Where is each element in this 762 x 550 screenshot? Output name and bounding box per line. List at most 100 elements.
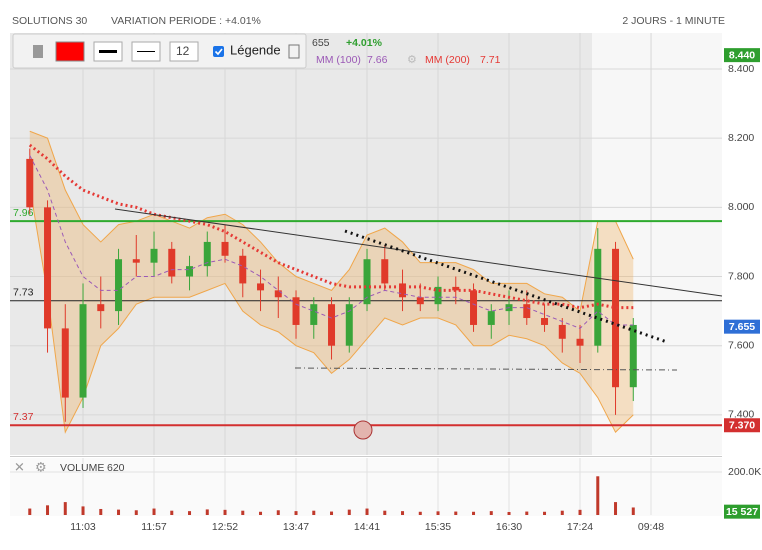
dash-dot-line [294, 367, 678, 371]
candle-body [629, 324, 637, 388]
moving-average [29, 155, 634, 329]
volume-title: VOLUME [60, 462, 104, 474]
volume-bar [63, 502, 67, 515]
y-tick-label: 8.400 [728, 63, 754, 75]
trash-icon[interactable] [33, 45, 43, 58]
volume-bar [99, 508, 103, 515]
volume-bar [578, 509, 582, 515]
volume-bar [170, 510, 174, 515]
candle-body [381, 259, 389, 284]
close-icon[interactable]: ✕ [14, 459, 25, 474]
session-bg [10, 33, 592, 455]
copy-icon[interactable] [288, 44, 300, 59]
trend-line-dotted [344, 229, 668, 344]
volume-bar [330, 511, 334, 515]
candle-body [186, 266, 194, 277]
volume-bar [312, 510, 316, 515]
candle-body [594, 248, 602, 346]
candle-body [541, 318, 549, 325]
plot: 7.96 7.73 7.37 [10, 130, 722, 434]
volume-bar [134, 510, 138, 515]
volume-last: 620 [107, 462, 125, 474]
candle-body [97, 304, 105, 312]
y-tick-label: 7.400 [728, 409, 754, 421]
volume-bar [418, 511, 422, 515]
legend-price: 655 [312, 37, 330, 49]
moving-average [28, 143, 634, 310]
x-tick-label: 11:57 [141, 521, 167, 533]
y-tick-label: 7.600 [728, 339, 754, 351]
y-tick-label: 8.000 [728, 201, 754, 213]
volume-bar [241, 510, 245, 515]
price-tag [724, 418, 760, 433]
price-tag-label: 15 527 [726, 506, 758, 518]
volume-bar [383, 510, 387, 515]
candle-body [558, 324, 566, 339]
x-tick-label: 17:24 [567, 521, 593, 533]
trend-line [114, 208, 723, 297]
volume-bar [543, 511, 547, 515]
volume-bar [46, 505, 50, 515]
x-tick-label: 14:41 [354, 521, 380, 533]
x-tick-label: 13:47 [283, 521, 309, 533]
x-tick-label: 16:30 [496, 521, 522, 533]
candle-body [115, 259, 123, 312]
variation: VARIATION PERIODE : +4.01% [111, 15, 261, 27]
candle-body [345, 304, 353, 346]
price-tag [724, 48, 760, 63]
settings-icon[interactable]: ⚙ [35, 459, 47, 474]
candle-body [44, 207, 52, 329]
volume-bar [152, 508, 156, 515]
y-tick-label: 8.200 [728, 132, 754, 144]
x-tick-label: 15:35 [425, 521, 451, 533]
volume-bg [10, 458, 722, 516]
candle-body [399, 283, 407, 298]
period: 2 JOURS - 1 MINUTE [622, 15, 725, 27]
volume-bar [472, 511, 476, 515]
candle-body [292, 297, 300, 325]
volume-bar [614, 502, 618, 515]
level-label: 7.37 [13, 411, 34, 423]
price-tag [724, 319, 760, 334]
legend-value: 7.66 [367, 54, 388, 66]
legend-label: Légende [230, 42, 281, 57]
volume-bar [188, 511, 192, 515]
candle-body [363, 259, 371, 305]
candle-body [26, 158, 34, 208]
toolbar: 12 Légende [12, 33, 307, 69]
price-tag-label: 7.370 [729, 420, 755, 432]
candle-body [168, 248, 176, 277]
band-lower [29, 186, 634, 434]
handle[interactable] [353, 420, 373, 440]
volume-bar [223, 509, 227, 515]
candle-body [132, 259, 140, 263]
volume-bar [507, 511, 511, 515]
band-upper [29, 130, 634, 312]
candle-body [274, 290, 282, 298]
candle-body [434, 286, 442, 305]
size-input[interactable] [169, 41, 199, 62]
gear-icon: ⚙ [407, 54, 417, 66]
candle-body [523, 304, 531, 319]
candle-body [416, 297, 424, 305]
candle-body [487, 311, 495, 325]
candle-body [328, 304, 336, 346]
check-mark [214, 48, 223, 56]
volume-bar [365, 508, 369, 515]
volume-bar [560, 510, 564, 515]
volume-bar [454, 511, 458, 515]
legend-checkbox[interactable] [213, 46, 224, 57]
color-swatch[interactable] [55, 41, 85, 62]
band-area [29, 131, 634, 433]
volume-bar [81, 506, 85, 515]
volume-bar [525, 511, 529, 515]
legend: MM (100) 7.66 ⚙ MM (200) 7.71 [316, 54, 501, 66]
level-label: 7.96 [13, 207, 34, 219]
price-tag-label: 7.655 [729, 321, 755, 333]
volume-bar [28, 508, 32, 515]
legend-value: 7.71 [480, 54, 501, 66]
candle-body [470, 290, 478, 325]
legend-name: MM (200) [425, 54, 470, 66]
candle-body [239, 255, 247, 284]
